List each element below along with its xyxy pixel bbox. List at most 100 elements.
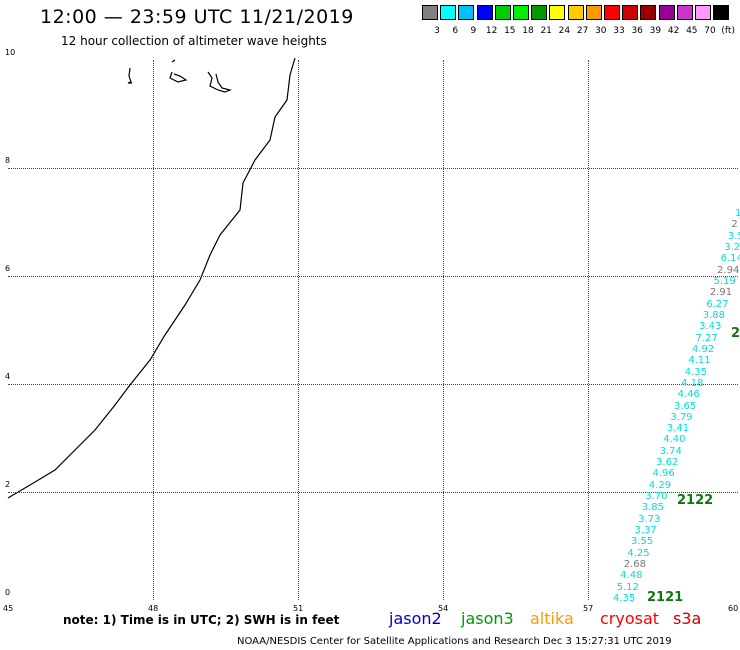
wave-height-value: 2 [731,219,738,231]
wave-height-value: 4.48 [620,570,643,582]
satellite-label: cryosat [600,609,660,628]
satellite-label: altika [530,609,574,628]
pass-label: 2122 [677,493,714,508]
wave-height-value: 4.96 [652,468,675,480]
satellite-label: jason3 [461,609,514,628]
y-tick-label: 6 [5,264,11,273]
y-tick-label: 8 [5,156,11,165]
wave-height-value: 3.74 [659,445,682,457]
wave-height-value: 4.92 [691,343,715,355]
legend-label: (ft) [721,26,735,36]
legend-swatch [549,5,566,20]
wave-height-value: 3.41 [666,423,690,435]
x-tick-label: 51 [293,604,304,613]
wave-height-value: 3.43 [699,321,722,333]
legend-label: 24 [558,26,571,36]
legend-swatch [604,5,620,20]
wave-height-value: 3.5 [727,230,740,242]
legend-swatch [622,5,639,20]
wave-height-value: 3.37 [634,525,657,537]
legend-label: 18 [522,26,534,36]
legend-label: 9 [470,26,477,36]
wave-height-value: 3.2 [724,241,740,253]
legend-label: 45 [686,26,698,36]
legend-swatch [676,5,693,20]
grid-line-horizontal [8,276,738,277]
x-tick-label: 60 [728,604,739,613]
wave-height-value: 3.73 [638,513,661,525]
wave-height-value: 4.25 [627,547,650,559]
legend-swatch [713,5,730,20]
legend-swatch [531,5,548,20]
legend-swatch [640,5,657,20]
map-title: 12:00 — 23:59 UTC 11/21/2019 [40,6,354,28]
wave-height-value: 3.79 [670,411,693,423]
wave-height-value: 4.18 [681,377,704,389]
legend-swatch [422,5,438,20]
legend-swatch [440,5,457,20]
grid-line-horizontal [8,168,738,169]
wave-height-value: 5.12 [616,581,639,593]
wave-height-value: 3.62 [656,457,679,469]
legend-swatch [567,5,584,20]
y-tick-label: 4 [5,372,11,381]
wave-height-value: 4.29 [648,479,672,491]
grid-line-vertical [588,60,589,600]
x-tick-label: 48 [148,604,159,613]
grid-line-vertical [153,60,154,600]
pass-label: 21 [731,326,740,341]
wave-height-value: 2.94 [717,264,740,276]
legend-label: 6 [452,26,459,36]
legend-label: 36 [631,26,643,36]
credit-line: NOAA/NESDIS Center for Satellite Applica… [237,636,672,647]
x-tick-label: 57 [583,604,594,613]
grid-line-vertical [443,60,444,600]
wave-height-value: 3.55 [630,536,654,548]
grid-line-horizontal [8,384,738,385]
legend-swatch [494,5,511,20]
legend-label: 15 [504,26,516,36]
legend-label: 12 [485,26,498,36]
wave-height-value: 3.88 [702,309,725,321]
legend-swatch [585,5,602,20]
legend-swatch [695,5,711,20]
pass-label: 2121 [647,590,684,605]
wave-height-value: 1 [735,208,740,219]
satellite-label: jason2 [389,609,442,628]
legend-swatch [458,5,475,20]
x-tick-label: 45 [3,604,14,613]
wave-height-value: 3.70 [645,491,668,503]
note-text: note: 1) Time is in UTC; 2) SWH is in fe… [63,613,340,627]
wave-height-value: 6.27 [706,298,729,310]
legend-label: 30 [595,26,607,36]
legend-label: 42 [667,26,680,36]
wave-height-value: 4.35 [613,593,636,604]
wave-height-value: 4.35 [684,366,708,378]
grid-line-horizontal [8,492,738,493]
wave-height-value: 3.65 [674,400,697,412]
wave-height-value: 7.27 [695,332,718,344]
wave-height-value: 2.68 [623,559,647,571]
wave-height-value: 4.40 [663,434,686,446]
legend-label: 27 [576,26,589,36]
wave-height-value: 4.11 [688,355,711,367]
coastline [7,57,296,499]
y-tick-label: 2 [5,480,11,489]
wave-height-value: 6.14 [720,253,740,265]
legend-swatch [658,5,675,20]
legend-label: 33 [613,26,625,36]
x-tick-label: 54 [438,604,449,613]
legend-swatch [513,5,529,20]
legend-label: 39 [649,26,662,36]
map-subtitle: 12 hour collection of altimeter wave hei… [61,34,327,48]
wave-height-value: 5.19 [713,275,736,287]
legend-swatch [476,5,493,20]
satellite-label: s3a [673,609,702,628]
legend-label: 70 [704,26,716,36]
wave-height-value: 2.91 [709,287,733,299]
legend-label: 21 [540,26,552,36]
islands [127,59,232,93]
legend-label: 3 [434,26,440,36]
wave-height-value: 4.46 [677,389,700,401]
